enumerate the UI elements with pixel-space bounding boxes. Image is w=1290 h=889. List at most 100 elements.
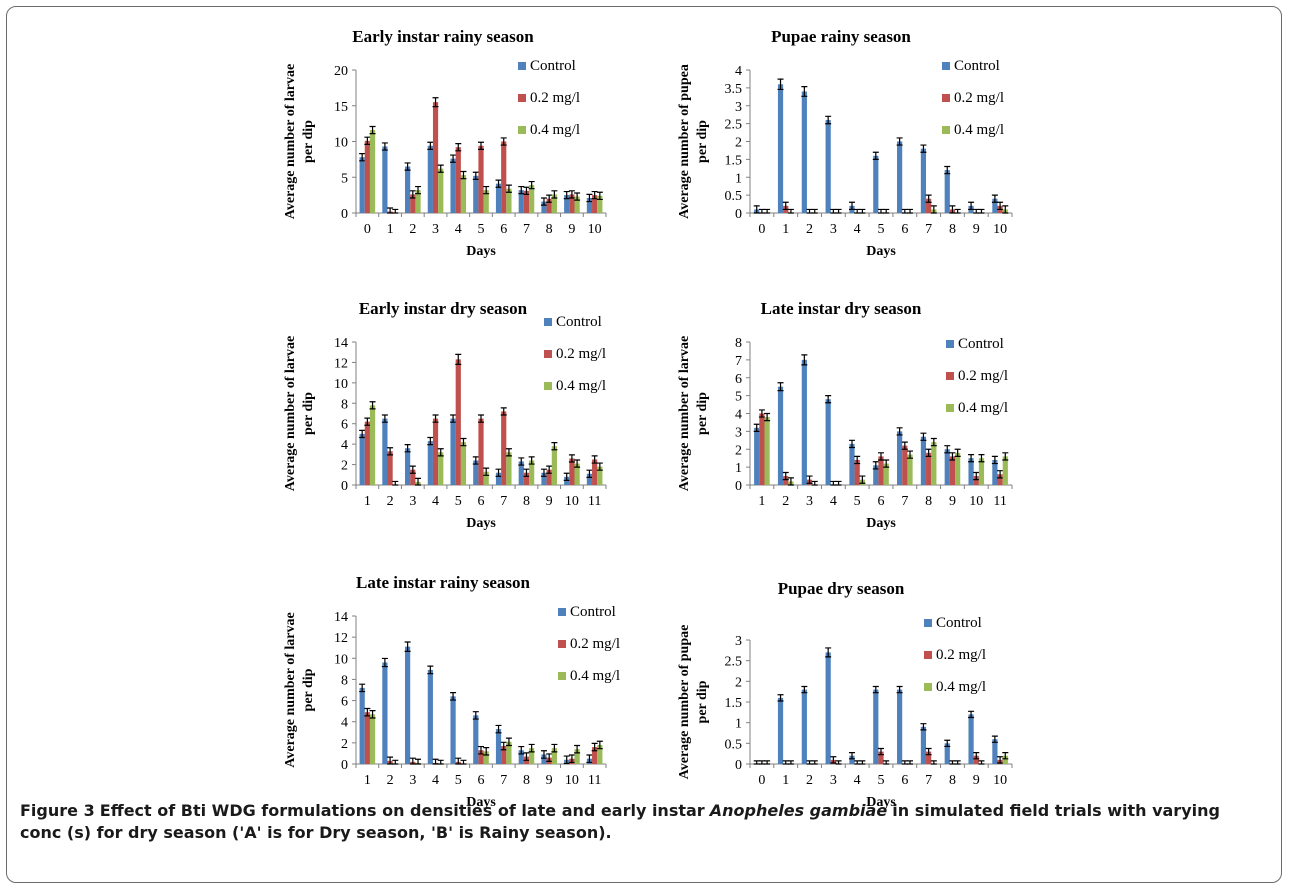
legend-label: Control xyxy=(954,58,1000,74)
error-bar xyxy=(920,432,927,441)
error-bar xyxy=(409,465,416,474)
x-tick-label: 11 xyxy=(993,494,1006,509)
bar xyxy=(546,469,552,485)
error-bar xyxy=(848,439,855,449)
error-bar xyxy=(764,760,771,765)
error-bar xyxy=(920,144,927,153)
error-bar xyxy=(968,201,975,211)
x-tick-label: 10 xyxy=(993,222,1007,237)
x-tick-label: 9 xyxy=(546,494,553,509)
error-bar xyxy=(949,452,956,461)
error-bar xyxy=(1002,452,1009,461)
error-bar xyxy=(878,208,884,214)
legend-swatch xyxy=(942,62,950,70)
x-tick-label: 10 xyxy=(565,494,579,509)
chart-title: Pupae rainy season xyxy=(771,27,911,46)
error-bar xyxy=(878,452,884,461)
y-tick-label: 1.5 xyxy=(725,153,743,168)
error-bar xyxy=(835,760,842,765)
error-bar xyxy=(872,461,879,470)
legend-swatch xyxy=(558,640,566,648)
chart-pupae-rainy: Pupae rainy season 0 0.5 1 1.5 2 2.5 3 3.5 4 0 1 2 3 4… xyxy=(656,18,1036,283)
x-axis-label: Days xyxy=(466,244,496,259)
error-bar xyxy=(854,760,861,765)
bar xyxy=(478,418,484,485)
bar xyxy=(405,646,411,764)
x-tick-label: 1 xyxy=(758,494,765,509)
bar xyxy=(873,689,879,764)
bar xyxy=(926,751,932,764)
error-bar xyxy=(758,409,765,418)
chart-late-instar-dry: Late instar dry season 0 1 2 3 4 5 6 7 8 1 2 3 4 5 6 7 8 9… xyxy=(656,290,1036,555)
error-bar xyxy=(432,97,439,108)
y-tick-label: 6 xyxy=(341,418,348,433)
legend-label: 0.4 mg/l xyxy=(556,378,606,394)
bar xyxy=(569,458,575,485)
bar xyxy=(541,201,547,213)
error-bar xyxy=(777,382,784,392)
error-bar xyxy=(806,760,813,765)
bar xyxy=(574,463,580,485)
error-bar xyxy=(944,165,951,175)
x-tick-label: 3 xyxy=(432,222,439,237)
error-bar xyxy=(523,752,530,761)
chart-title: Early instar rainy season xyxy=(352,27,534,46)
error-bar xyxy=(930,760,937,765)
y-axis-label: per dip xyxy=(695,680,710,723)
y-axis-label: Average number of pupae xyxy=(677,625,692,780)
error-bar xyxy=(472,171,479,180)
error-bar xyxy=(518,457,525,466)
error-bar xyxy=(359,683,366,693)
x-tick-label: 1 xyxy=(782,773,789,788)
error-bar xyxy=(835,208,842,214)
error-bar xyxy=(801,354,808,366)
error-bar xyxy=(563,755,570,765)
bar xyxy=(387,451,393,485)
error-bar xyxy=(387,447,394,456)
caption-text-post: in simulated field trials with varying c… xyxy=(20,801,1220,842)
x-tick-label: 5 xyxy=(455,773,462,788)
legend-swatch xyxy=(924,651,932,659)
bar xyxy=(438,168,444,213)
bar xyxy=(460,442,467,485)
bar xyxy=(574,749,580,764)
error-bar xyxy=(568,190,575,199)
bar xyxy=(586,197,593,213)
caption-text-pre: Effect of Bti WDG formulations on densit… xyxy=(99,801,705,820)
bar xyxy=(410,469,416,485)
bar xyxy=(478,750,484,764)
error-bar xyxy=(359,153,366,162)
error-bar xyxy=(811,480,818,486)
error-bar xyxy=(968,710,975,719)
x-tick-label: 2 xyxy=(387,494,394,509)
y-tick-label: 0.5 xyxy=(725,737,743,752)
error-bar xyxy=(782,760,789,765)
y-tick-label: 14 xyxy=(334,336,348,351)
error-bar xyxy=(973,471,980,481)
x-tick-label: 5 xyxy=(478,222,485,237)
bar xyxy=(455,147,461,213)
bar xyxy=(564,195,570,213)
x-tick-label: 6 xyxy=(478,494,485,509)
error-bar xyxy=(835,480,842,486)
bar xyxy=(754,427,760,485)
error-bar xyxy=(596,740,603,750)
x-tick-label: 8 xyxy=(949,773,956,788)
error-bar xyxy=(472,711,479,720)
error-bar xyxy=(392,208,399,214)
bar xyxy=(506,741,512,764)
error-bar xyxy=(801,85,808,97)
legend-label: Control xyxy=(570,604,616,620)
error-bar xyxy=(782,201,789,211)
error-bar xyxy=(991,735,998,743)
error-bar xyxy=(574,744,581,754)
x-tick-label: 7 xyxy=(925,773,932,788)
bar xyxy=(597,195,603,213)
bar xyxy=(849,443,855,485)
x-tick-label: 8 xyxy=(949,222,956,237)
x-tick-label: 5 xyxy=(878,222,885,237)
bar xyxy=(1002,456,1008,485)
bar xyxy=(450,418,456,485)
error-bar xyxy=(907,450,914,459)
